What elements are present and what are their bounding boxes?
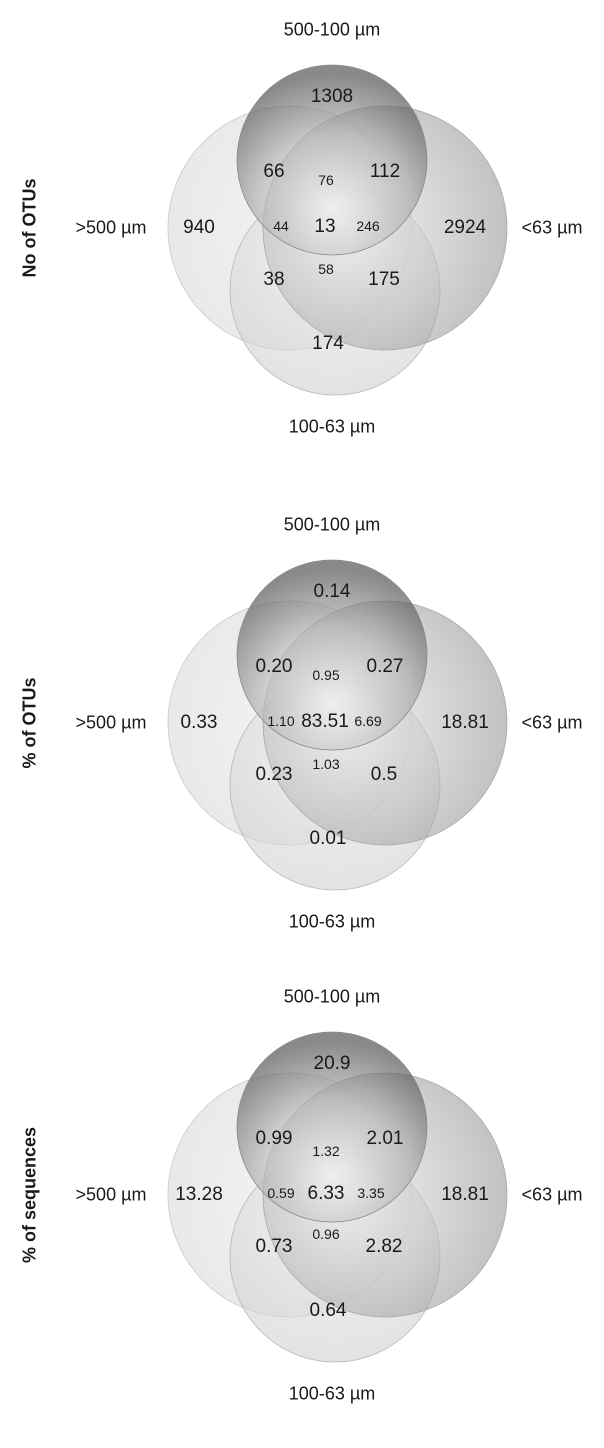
set-label-lt63: <63 µm bbox=[521, 1184, 583, 1205]
region-gt500-100-63: 0.23 bbox=[255, 764, 293, 785]
venn-panel-sequence-percent: % of sequences 500-100 µm >500 µm <63 µm… bbox=[0, 967, 604, 1437]
region-center-right: 3.35 bbox=[357, 1185, 385, 1201]
set-label-500-100: 500-100 µm bbox=[283, 986, 381, 1007]
region-gt500-500-100: 0.20 bbox=[255, 656, 293, 677]
set-label-100-63: 100-63 µm bbox=[288, 1383, 376, 1404]
region-center: 13 bbox=[314, 216, 336, 237]
set-label-lt63: <63 µm bbox=[521, 712, 583, 733]
region-center: 6.33 bbox=[307, 1183, 345, 1204]
venn-panel-otu-percent: % of OTUs 500-100 µm >500 µm <63 µm 100-… bbox=[0, 495, 604, 965]
region-center-top: 1.32 bbox=[312, 1143, 340, 1159]
region-only-lt63: 18.81 bbox=[441, 1184, 489, 1205]
region-center-left: 44 bbox=[273, 218, 289, 234]
region-gt500-100-63: 0.73 bbox=[255, 1236, 293, 1257]
region-center-bottom: 1.03 bbox=[312, 756, 340, 772]
region-center-right: 6.69 bbox=[354, 713, 382, 729]
region-only-100-63: 0.64 bbox=[309, 1300, 347, 1321]
panel-title: % of sequences bbox=[19, 1126, 40, 1264]
region-only-lt63: 18.81 bbox=[441, 712, 489, 733]
region-center-bottom: 0.96 bbox=[312, 1226, 340, 1242]
set-label-500-100: 500-100 µm bbox=[283, 514, 381, 535]
region-gt500-100-63: 38 bbox=[263, 269, 285, 290]
region-center-left: 0.59 bbox=[267, 1185, 295, 1201]
region-center-right: 246 bbox=[356, 218, 380, 234]
venn-diagram bbox=[167, 559, 508, 891]
region-only-gt500: 13.28 bbox=[175, 1184, 223, 1205]
region-500-100-lt63: 112 bbox=[369, 161, 401, 182]
region-only-500-100: 20.9 bbox=[313, 1053, 351, 1074]
set-circle-500-100 bbox=[236, 1031, 428, 1223]
region-center-bottom: 58 bbox=[318, 261, 334, 277]
region-only-gt500: 0.33 bbox=[180, 712, 218, 733]
region-lt63-100-63: 175 bbox=[368, 269, 400, 290]
region-only-100-63: 0.01 bbox=[309, 828, 347, 849]
region-only-100-63: 174 bbox=[312, 333, 344, 354]
venn-panel-otu-count: No of OTUs 500-100 µm >500 µm <63 µm 100… bbox=[0, 0, 604, 470]
region-only-500-100: 1308 bbox=[310, 86, 354, 107]
set-label-100-63: 100-63 µm bbox=[288, 911, 376, 932]
set-label-gt500: >500 µm bbox=[75, 712, 147, 733]
set-label-gt500: >500 µm bbox=[75, 1184, 147, 1205]
set-label-lt63: <63 µm bbox=[521, 217, 583, 238]
set-label-500-100: 500-100 µm bbox=[283, 19, 381, 40]
region-center-top: 76 bbox=[318, 172, 334, 188]
set-label-gt500: >500 µm bbox=[75, 217, 147, 238]
region-center: 83.51 bbox=[301, 711, 349, 732]
panel-title: No of OTUs bbox=[19, 178, 40, 278]
set-circle-500-100 bbox=[236, 559, 428, 751]
region-lt63-100-63: 0.5 bbox=[370, 764, 398, 785]
region-only-500-100: 0.14 bbox=[313, 581, 351, 602]
region-500-100-lt63: 2.01 bbox=[366, 1128, 404, 1149]
region-only-lt63: 2924 bbox=[443, 217, 487, 238]
region-only-gt500: 940 bbox=[183, 217, 215, 238]
region-center-left: 1.10 bbox=[267, 713, 295, 729]
region-gt500-500-100: 66 bbox=[263, 161, 285, 182]
venn-diagram bbox=[167, 1031, 508, 1363]
region-lt63-100-63: 2.82 bbox=[365, 1236, 403, 1257]
panel-title: % of OTUs bbox=[19, 677, 40, 769]
venn-diagram bbox=[167, 64, 508, 396]
set-label-100-63: 100-63 µm bbox=[288, 416, 376, 437]
region-gt500-500-100: 0.99 bbox=[255, 1128, 293, 1149]
region-center-top: 0.95 bbox=[312, 667, 340, 683]
region-500-100-lt63: 0.27 bbox=[366, 656, 404, 677]
set-circle-500-100 bbox=[236, 64, 428, 256]
